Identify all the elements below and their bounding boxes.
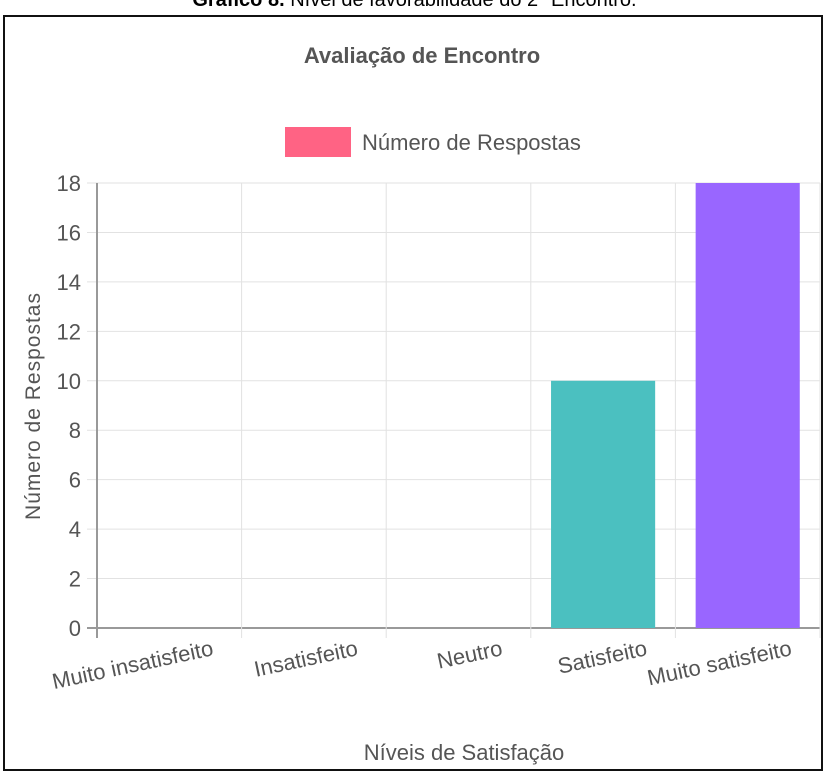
x-tick-label: Muito insatisfeito	[50, 635, 215, 694]
chart-title: Avaliação de Encontro	[304, 43, 540, 68]
y-tick-label: 6	[69, 468, 81, 493]
y-tick-label: 12	[57, 319, 81, 344]
y-tick-label: 14	[57, 270, 81, 295]
figure-caption: Gráfico 8. Nível de favorabilidade do 2º…	[0, 0, 829, 12]
x-axis-title: Níveis de Satisfação	[364, 740, 565, 765]
y-tick-label: 8	[69, 418, 81, 443]
x-tick-label: Insatisfeito	[252, 635, 360, 681]
x-tick-label: Muito satisfeito	[645, 635, 794, 690]
chart-frame	[3, 15, 823, 771]
y-tick-label: 0	[69, 616, 81, 641]
legend-label: Número de Respostas	[362, 130, 581, 155]
x-tick-label: Neutro	[435, 635, 505, 673]
y-axis-title: Número de Respostas	[22, 292, 45, 520]
bar	[695, 183, 800, 628]
y-tick-label: 16	[57, 220, 81, 245]
legend: Número de Respostas	[285, 127, 581, 157]
y-tick-label: 18	[57, 171, 81, 196]
x-tick-label: Satisfeito	[555, 635, 649, 678]
x-tick-labels: Muito insatisfeito Insatisfeito Neutro Sati…	[50, 635, 794, 694]
y-tick-label: 10	[57, 369, 81, 394]
legend-swatch	[285, 127, 351, 157]
bar	[551, 380, 656, 628]
y-tick-label: 4	[69, 517, 81, 542]
y-tick-label: 2	[69, 567, 81, 592]
caption-text: Nível de favorabilidade do 2º Encontro.	[284, 0, 637, 11]
y-tick-labels: 0 2 4 6 8 10 12 14 16 18	[57, 171, 81, 641]
caption-label: Gráfico 8.	[192, 0, 285, 11]
bars	[551, 183, 800, 628]
